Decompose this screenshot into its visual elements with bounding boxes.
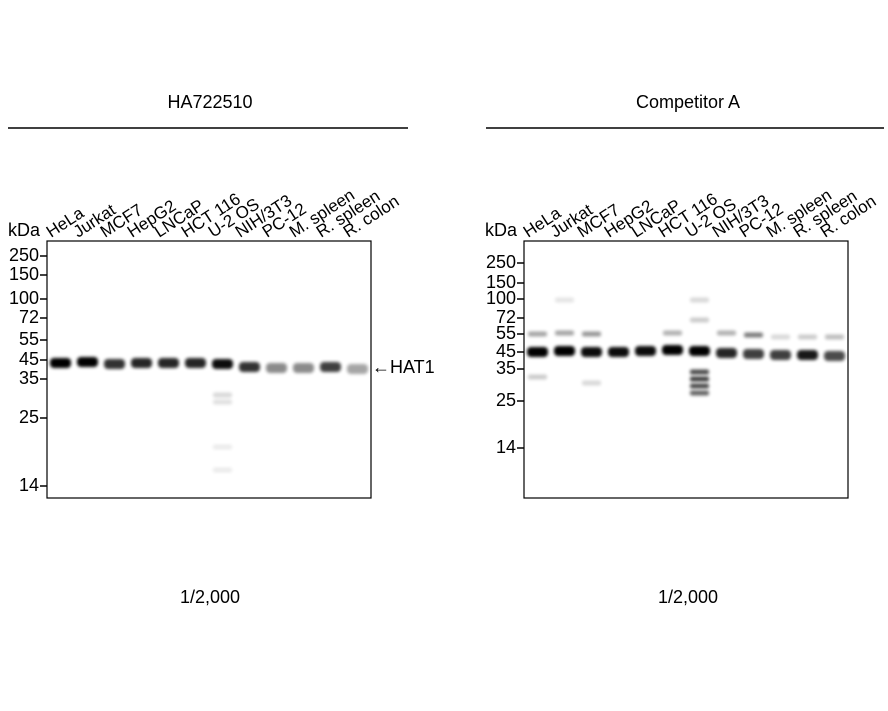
marker-label: 45 [19,349,39,369]
band [770,350,791,360]
marker-label: 72 [496,307,516,327]
band [608,347,629,357]
band [213,467,232,473]
band [690,390,709,396]
band [131,358,152,368]
band [213,392,232,398]
band [689,346,710,356]
band [212,359,233,369]
band [554,346,575,356]
band [662,345,683,355]
band [824,351,845,361]
band [582,331,601,337]
band [293,363,314,373]
band [797,350,818,360]
band [239,362,260,372]
marker-label: 14 [496,437,516,457]
band [104,359,125,369]
band [690,383,709,389]
dilution: 1/2,000 [658,587,718,607]
unit-label: kDa [485,220,518,240]
band [771,334,790,340]
marker-label: 45 [496,341,516,361]
band [798,334,817,340]
band [716,348,737,358]
band [528,331,547,337]
band [581,347,602,357]
band [717,330,736,336]
band [663,330,682,336]
band [635,346,656,356]
band [527,347,548,357]
marker-label: 35 [19,368,39,388]
marker-label: 250 [486,252,516,272]
band [690,297,709,303]
marker-label: 100 [486,288,516,308]
band [185,358,206,368]
band [50,358,71,368]
band [528,374,547,380]
band [213,444,232,450]
band [266,363,287,373]
marker-label: 55 [19,329,39,349]
band [347,364,368,374]
blot-frame [523,240,849,499]
band [555,297,574,303]
band [213,399,232,405]
marker-label: 150 [9,264,39,284]
target-label: ←HAT1 [372,357,435,377]
band [690,376,709,382]
unit-label: kDa [8,220,41,240]
marker-label: 72 [19,307,39,327]
band [320,362,341,372]
band [825,334,844,340]
band [582,380,601,386]
marker-label: 25 [496,390,516,410]
blot-frame [46,240,372,499]
panel-title: Competitor A [636,92,740,112]
band [744,332,763,338]
marker-label: 35 [496,358,516,378]
marker-label: 150 [486,272,516,292]
band [690,369,709,375]
band [158,358,179,368]
marker-label: 100 [9,288,39,308]
band [743,349,764,359]
marker-label: 14 [19,475,39,495]
band [555,330,574,336]
band [77,357,98,367]
band [690,317,709,323]
marker-label: 25 [19,407,39,427]
dilution: 1/2,000 [180,587,240,607]
panel-title: HA722510 [167,92,252,112]
marker-label: 250 [9,245,39,265]
marker-label: 55 [496,323,516,343]
